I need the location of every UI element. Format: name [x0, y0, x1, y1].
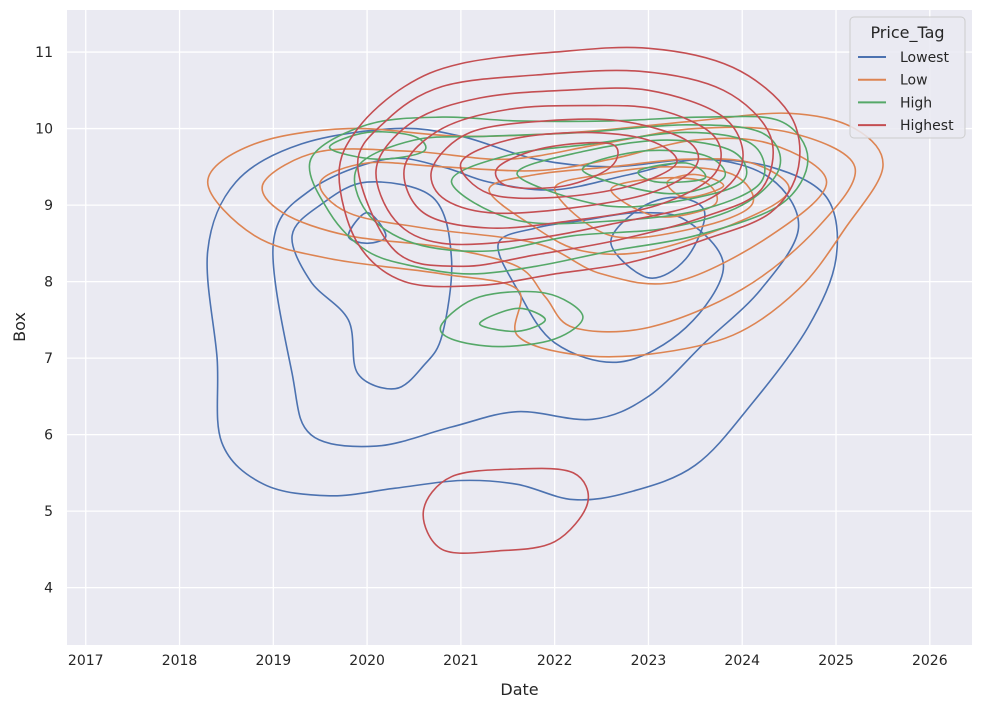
contour-line	[353, 123, 782, 253]
y-tick-label: 8	[44, 275, 53, 291]
x-tick-label: 2024	[724, 653, 760, 669]
contour-line	[291, 181, 453, 390]
plot-area	[67, 10, 972, 645]
contour-line	[319, 137, 828, 285]
contour-line	[356, 69, 774, 268]
contour-line	[581, 149, 726, 195]
contour-line	[439, 290, 584, 348]
y-tick-label: 6	[44, 428, 53, 444]
contour-line	[430, 118, 700, 215]
y-tick-label: 7	[44, 351, 53, 367]
y-tick-label: 10	[35, 122, 53, 138]
contour-line	[338, 46, 801, 288]
x-tick-label: 2017	[68, 653, 104, 669]
x-axis-label: Date	[500, 680, 538, 699]
legend-title: Price_Tag	[870, 23, 944, 43]
contour-line	[261, 126, 857, 333]
legend-label: Highest	[900, 118, 954, 134]
tick-labels: 2017 2018 2019 2020 2021 2022 2023 2024 2025 2026…	[35, 45, 948, 669]
legend: Price_Tag Lowest Low High Highest	[849, 16, 966, 139]
x-tick-label: 2021	[443, 653, 479, 669]
contour-line	[375, 87, 744, 246]
contour-line	[403, 104, 722, 230]
x-tick-label: 2019	[256, 653, 292, 669]
x-tick-label: 2025	[818, 653, 854, 669]
legend-label: Low	[900, 73, 928, 89]
x-tick-label: 2018	[162, 653, 198, 669]
contour-line	[610, 196, 706, 279]
contour-line	[478, 307, 547, 333]
legend-box	[849, 16, 966, 139]
y-tick-label: 11	[35, 45, 53, 61]
contour-line	[450, 131, 766, 225]
y-tick-label: 4	[44, 581, 53, 597]
contour-line	[497, 211, 725, 364]
contour-line	[206, 127, 839, 501]
series-lowest	[206, 127, 839, 501]
contour-line	[494, 141, 619, 190]
x-tick-label: 2023	[631, 653, 667, 669]
y-tick-label: 5	[44, 504, 53, 520]
x-tick-label: 2026	[912, 653, 948, 669]
legend-label: Lowest	[900, 50, 949, 66]
legend-label: High	[900, 95, 932, 111]
contour-line	[422, 467, 590, 554]
legend-items: Lowest Low High Highest	[858, 50, 954, 134]
contour-line	[328, 130, 427, 161]
x-tick-label: 2020	[349, 653, 385, 669]
contour-layer	[206, 46, 884, 554]
contour-line	[272, 157, 800, 448]
series-highest	[338, 46, 801, 554]
contour-line	[459, 131, 678, 200]
contour-line	[488, 157, 790, 256]
contour-line	[516, 139, 748, 208]
x-tick-label: 2022	[537, 653, 573, 669]
y-axis-label: Box	[10, 312, 29, 342]
y-tick-label: 9	[44, 198, 53, 214]
